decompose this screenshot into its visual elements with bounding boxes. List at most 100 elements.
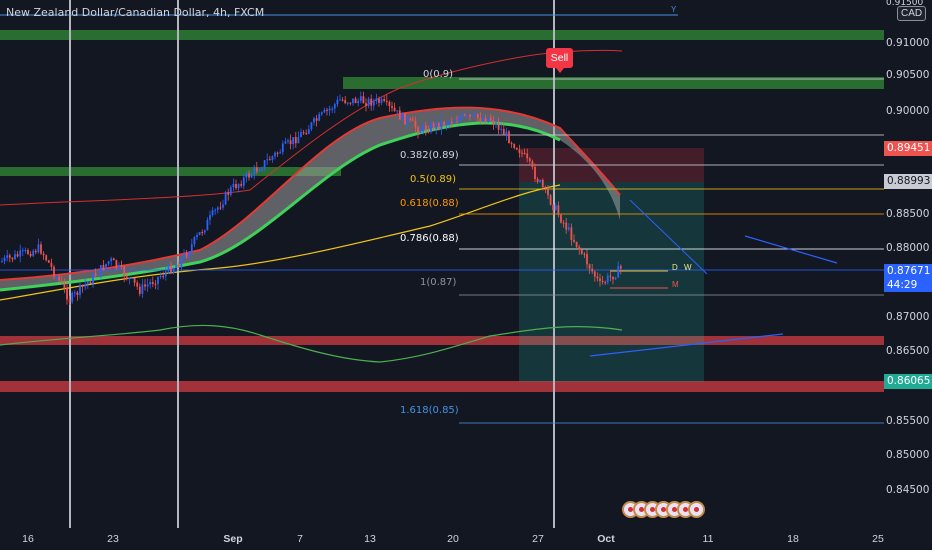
candle-body [575, 241, 578, 247]
weekly-level-label: W [684, 263, 692, 272]
candle-body [71, 293, 74, 302]
fib-level-1: 1(0.87) [420, 277, 457, 288]
candle-body [604, 282, 607, 284]
take-profit-box [519, 182, 704, 382]
candle-body [55, 276, 58, 278]
candle-body [526, 153, 529, 159]
trend-line [744, 235, 838, 264]
lower-band-line [0, 324, 623, 363]
event-flag-icon[interactable] [688, 501, 705, 518]
candle-body [276, 152, 279, 154]
candle-body [66, 287, 68, 300]
candle-body [310, 122, 313, 130]
symbol-title[interactable]: New Zealand Dollar/Canadian Dollar, 4h, … [6, 6, 265, 19]
candle-body [274, 152, 276, 157]
candle-body [612, 276, 614, 280]
price-tag-resistance: 0.89451 [884, 141, 932, 156]
candle-body [224, 192, 227, 205]
candle-body [253, 167, 256, 175]
candle-body [268, 159, 271, 161]
price-axis-label: 0.85500 [886, 415, 930, 427]
candle-body [157, 276, 159, 285]
candle-body [60, 280, 63, 284]
candle-body [469, 114, 471, 117]
price-axis-label: 0.90500 [886, 69, 930, 81]
horizontal-lines-layer [0, 14, 884, 424]
candle-body [409, 118, 412, 120]
candle-body [294, 137, 297, 144]
candle-body [487, 117, 490, 123]
candle-body [609, 275, 612, 277]
candle-body [227, 192, 230, 195]
fib-level-05: 0.5(0.89) [410, 174, 456, 185]
candle-body [359, 96, 362, 101]
candle-body [515, 148, 518, 150]
candle-body [248, 173, 250, 178]
price-label-partial: 0.91500 [886, 0, 924, 8]
support-zone-lower [0, 381, 884, 392]
candle-body [333, 104, 336, 109]
candle-body [177, 264, 180, 268]
candle-body [534, 166, 536, 180]
support-zone-upper [0, 336, 884, 345]
candle-body [567, 227, 570, 230]
candle-body [417, 127, 419, 134]
green-ribbon-line [0, 121, 561, 292]
candle-body [401, 112, 404, 120]
candle-body [245, 173, 248, 178]
candle-body [320, 112, 323, 115]
price-tag-reference: 0.88993 [884, 174, 932, 189]
candle-body [170, 265, 172, 274]
candle-body [6, 255, 9, 258]
candle-body [183, 253, 185, 259]
candle-body [11, 257, 14, 260]
candle-body [619, 266, 622, 269]
candle-body [450, 121, 453, 123]
candle-body [229, 187, 232, 195]
candle-body [614, 277, 617, 280]
candle-body [560, 214, 562, 223]
time-axis-label: 23 [107, 533, 119, 545]
candle-body [89, 281, 92, 284]
candle-body [541, 179, 544, 187]
candle-body [21, 250, 24, 252]
candle-body [521, 152, 523, 154]
candle-body [544, 186, 547, 188]
candle-body [79, 285, 81, 295]
price-tag-current: 0.87671 44:29 [884, 264, 932, 292]
candle-body [474, 113, 477, 115]
time-axis-label: 13 [364, 533, 376, 545]
currency-badge[interactable]: CAD [897, 6, 927, 21]
candle-body [362, 96, 365, 104]
red-ribbon-line [0, 106, 621, 281]
candle-body [133, 277, 136, 283]
candle-body [554, 205, 557, 211]
candle-body [232, 183, 235, 188]
candle-body [214, 209, 217, 211]
candle-body [510, 143, 513, 145]
candle-body [190, 244, 193, 253]
candle-body [32, 250, 35, 257]
time-axis-label: 7 [297, 533, 303, 545]
sell-signal-label[interactable]: Sell [546, 48, 573, 73]
economic-events[interactable] [622, 501, 705, 523]
candle-body [3, 257, 6, 262]
candle-body [458, 117, 461, 122]
candle-body [440, 121, 443, 129]
daily-level-label: D [672, 263, 678, 272]
candle-body [40, 244, 42, 254]
candle-body [349, 102, 352, 104]
candle-body [505, 131, 508, 135]
candle-body [118, 265, 120, 268]
candle-body [344, 100, 347, 104]
candle-body [250, 174, 253, 178]
candle-body [380, 99, 383, 103]
candle-body [1, 261, 3, 263]
candle-body [24, 250, 27, 252]
trend-line [629, 199, 708, 275]
price-tag-target: 0.86065 [884, 374, 932, 389]
candle-body [578, 246, 581, 250]
candle-body [536, 179, 539, 182]
candle-body [120, 265, 123, 267]
